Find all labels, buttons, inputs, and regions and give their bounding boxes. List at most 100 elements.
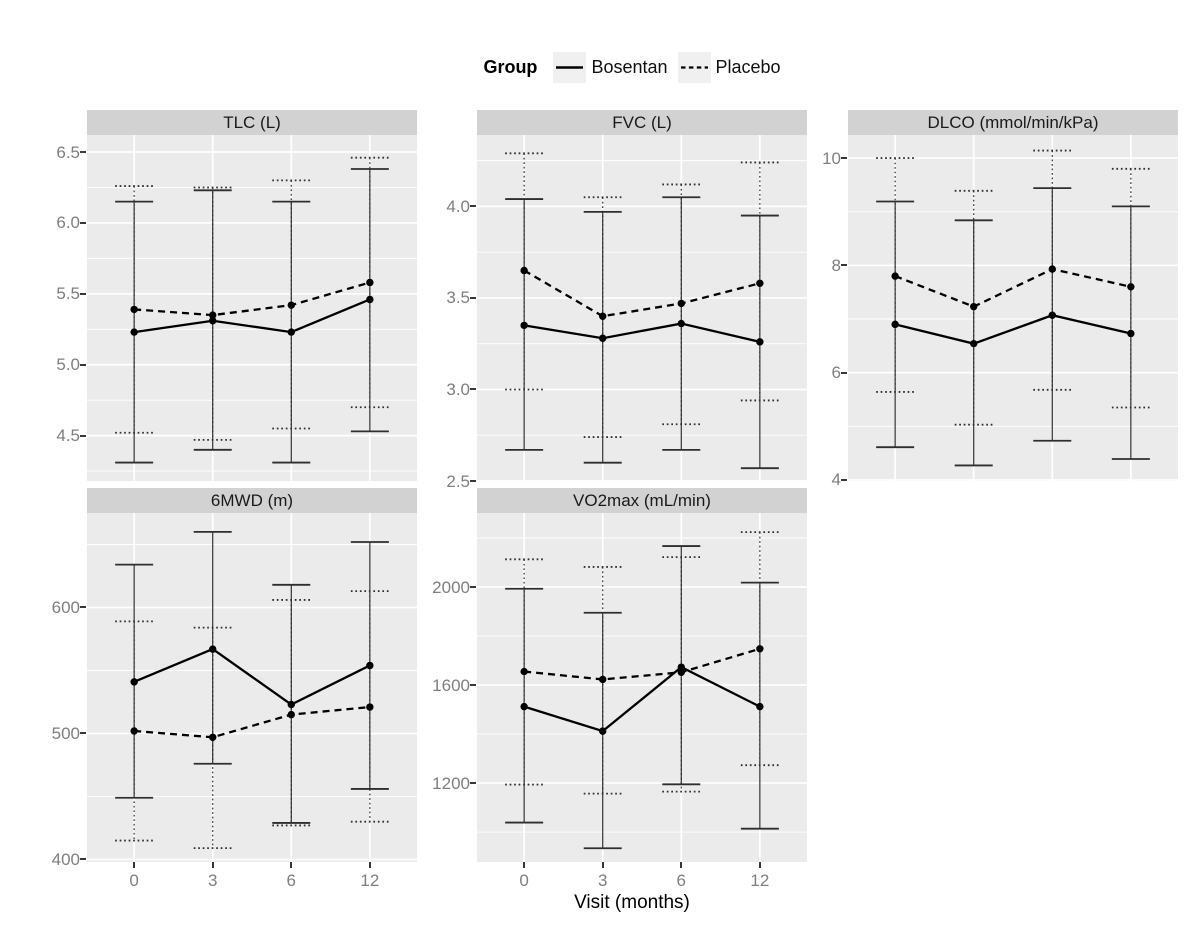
x-tick-mark (523, 862, 526, 868)
points-bosentan (130, 645, 374, 709)
y-tick-label: 10 (822, 148, 841, 168)
y-tick-mark (470, 684, 476, 687)
y-tick-label: 4 (831, 470, 841, 490)
y-tick-label: 1600 (432, 675, 470, 695)
panel-title: TLC (L) (87, 110, 417, 135)
panel-dlco: DLCO (mmol/min/kPa) 4 6 8 10 (822, 110, 1178, 488)
y-tick-mark (470, 205, 476, 208)
plot-area (87, 513, 417, 862)
y-tick-mark (80, 606, 86, 609)
plot-area (477, 513, 807, 862)
points-placebo (891, 265, 1135, 311)
y-tick-label: 1200 (432, 773, 470, 793)
panel-vo2max: VO2max (mL/min) 1200 1600 2000 0 3 6 12 (432, 488, 807, 889)
legend-title: Group (483, 56, 538, 77)
panel-fvc: FVC (L) 2.5 3.0 3.5 4.0 (446, 110, 807, 490)
gridlines-minor (477, 537, 807, 833)
line-bosentan (523, 322, 761, 343)
y-tick-mark (470, 586, 476, 588)
panel-title: FVC (L) (477, 110, 807, 135)
panel-tlc: TLC (L) 4.5 5.0 5.5 6.0 6.5 (56, 110, 417, 481)
plot-svg (848, 135, 1178, 481)
y-tick-mark (841, 264, 847, 267)
y-tick-mark (80, 858, 86, 861)
line-bosentan (894, 314, 1132, 345)
x-tick-label: 0 (519, 871, 529, 890)
panel-6mwd: 6MWD (m) 400 500 600 0 3 6 12 (52, 488, 417, 889)
y-tick-label: 600 (51, 597, 80, 617)
points-bosentan (520, 319, 764, 346)
panel-title: DLCO (mmol/min/kPa) (848, 110, 1178, 135)
x-tick-mark (211, 862, 214, 868)
y-tick-label: 5.5 (56, 284, 80, 304)
y-tick-label: 4.0 (446, 196, 470, 216)
legend: Group Bosentan Placebo (87, 50, 1177, 84)
x-tick-label: 6 (676, 871, 687, 890)
points-placebo (130, 278, 374, 319)
y-tick-mark (80, 221, 86, 224)
y-tick-mark (80, 363, 86, 366)
y-tick-mark (470, 782, 476, 785)
points-placebo (130, 703, 374, 741)
legend-item-bosentan: Bosentan (553, 51, 668, 83)
line-placebo (524, 647, 761, 681)
y-tick-mark (470, 388, 476, 391)
points-placebo (520, 266, 764, 320)
gridlines-minor (87, 544, 417, 797)
line-bosentan (523, 665, 761, 733)
legend-label-placebo: Placebo (715, 56, 781, 77)
errorbars-bosentan (115, 168, 389, 464)
x-tick-mark (601, 862, 604, 868)
y-tick-label: 8 (831, 255, 841, 275)
gridlines-major (848, 135, 1178, 481)
x-tick-mark (290, 862, 293, 868)
x-tick-label: 12 (750, 871, 770, 890)
errorbars-placebo (505, 531, 779, 795)
y-tick-label: 5.0 (56, 355, 80, 375)
plot-svg (477, 135, 807, 481)
y-tick-mark (841, 157, 847, 160)
y-tick-label: 6.5 (56, 142, 80, 162)
points-bosentan (891, 311, 1135, 348)
y-tick-mark (80, 732, 86, 735)
plot-svg (87, 135, 417, 481)
y-tick-label: 500 (51, 723, 80, 743)
line-placebo (134, 705, 370, 739)
x-tick-label: 3 (207, 871, 218, 890)
line-placebo (134, 281, 371, 317)
errorbars-bosentan (876, 187, 1150, 467)
plot-area (848, 135, 1178, 481)
line-placebo (894, 267, 1132, 308)
y-tick-mark (470, 480, 476, 482)
errorbars-placebo (505, 152, 779, 438)
errorbars-placebo (115, 590, 389, 850)
y-tick-label: 2.5 (446, 471, 470, 491)
x-tick-mark (133, 862, 136, 868)
y-tick-label: 3.5 (446, 288, 470, 308)
plot-area (87, 135, 417, 481)
y-tick-mark (80, 434, 86, 437)
errorbars-placebo (115, 156, 389, 441)
line-bosentan (133, 298, 371, 334)
y-tick-label: 6 (831, 363, 841, 383)
points-placebo (520, 645, 764, 684)
legend-item-placebo: Placebo (677, 51, 781, 83)
gridlines-minor (848, 211, 1178, 427)
plot-svg (87, 513, 417, 862)
x-tick-label: 6 (286, 871, 297, 890)
plot-area (477, 135, 807, 481)
line-placebo (523, 269, 761, 318)
x-tick-mark (758, 862, 761, 868)
legend-label-bosentan: Bosentan (591, 56, 668, 77)
dashed-line-key-icon (677, 51, 711, 83)
errorbars-bosentan (505, 196, 779, 470)
x-tick-label: 12 (360, 871, 380, 890)
y-tick-label: 2000 (432, 577, 470, 597)
errorbars-placebo (876, 149, 1150, 426)
x-axis-title: Visit (months) (574, 892, 690, 913)
y-tick-mark (841, 478, 847, 481)
line-bosentan (133, 647, 371, 706)
y-tick-mark (841, 371, 847, 374)
gridlines-major (477, 513, 807, 862)
